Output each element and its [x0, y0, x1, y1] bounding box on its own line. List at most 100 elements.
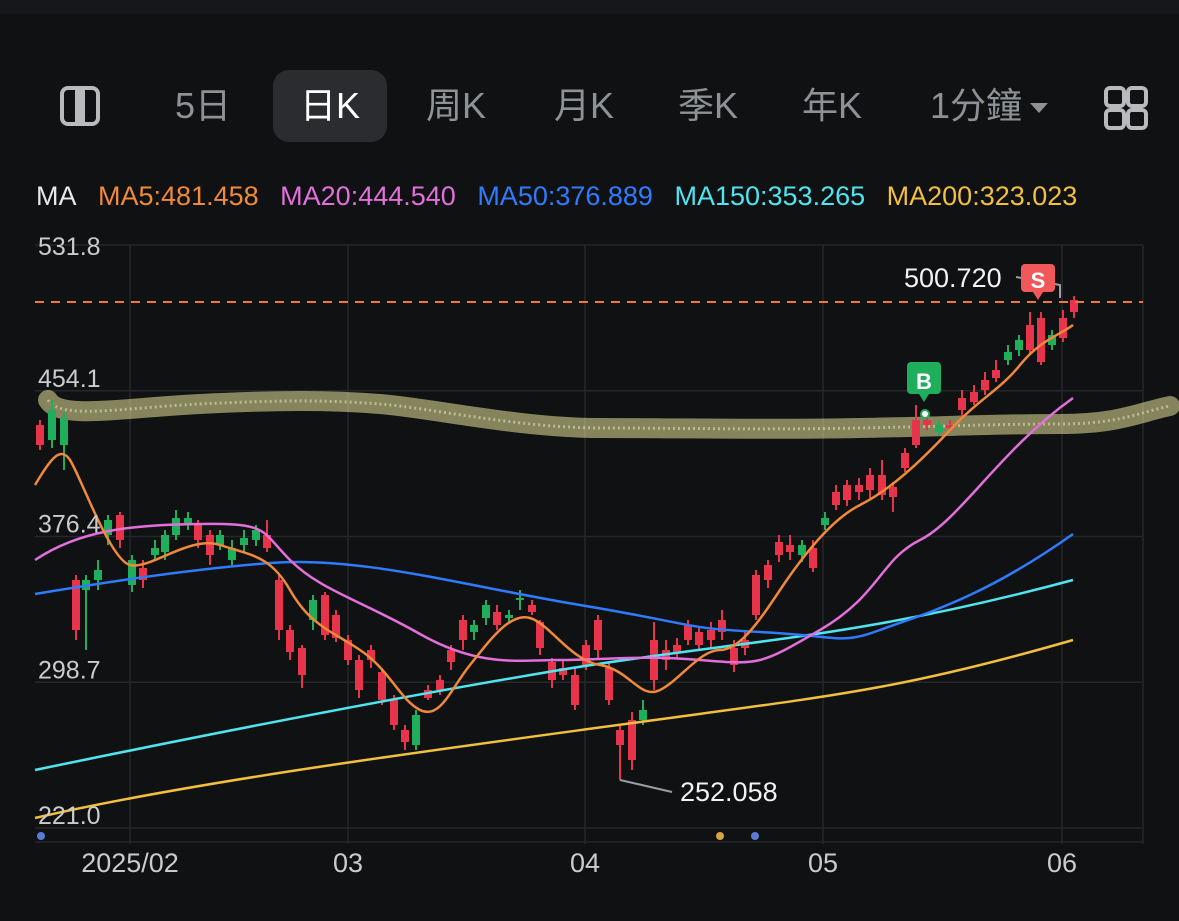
candle-body: [263, 535, 271, 548]
candle-body: [412, 715, 420, 745]
candle-body: [286, 630, 294, 652]
candle-body: [571, 675, 579, 705]
tab-minute[interactable]: 1分鐘: [924, 70, 1054, 142]
x-tick-label: 03: [333, 848, 363, 878]
candle-body: [695, 632, 703, 645]
candle-body: [889, 487, 897, 497]
ma20-value: MA20:444.540: [280, 181, 456, 211]
candle-body: [139, 568, 147, 580]
candle-body: [36, 425, 44, 445]
chevron-down-icon: [1030, 103, 1049, 114]
panel-layout-icon[interactable]: [60, 86, 100, 126]
buy-marker: [907, 362, 941, 402]
candle-body: [206, 535, 214, 555]
y-tick-label: 298.7: [38, 656, 101, 684]
candle-body: [161, 535, 169, 552]
candle-body: [878, 475, 886, 495]
sell-marker-label: S: [1031, 268, 1046, 293]
status-strip: [0, 0, 1179, 14]
candle-body: [1059, 318, 1067, 338]
candle-body: [582, 645, 590, 665]
candle-body: [378, 672, 386, 700]
candle-body: [752, 575, 760, 615]
ma20-line: [34, 396, 1074, 664]
low-price-label: 252.058: [680, 777, 778, 807]
candle-body: [321, 595, 329, 635]
ma150-value: MA150:353.265: [674, 181, 866, 211]
candle-body: [436, 680, 444, 690]
candle-body: [946, 425, 954, 428]
ma50-value: MA50:376.889: [477, 181, 653, 211]
candle-body: [1037, 318, 1045, 362]
candle-body: [628, 720, 636, 760]
chart-grid: [35, 244, 1144, 844]
candle-body: [764, 565, 772, 580]
candle-body: [1004, 352, 1012, 360]
tab-day-k[interactable]: 日K: [273, 70, 387, 142]
candle-body: [786, 545, 794, 552]
candle-body: [866, 475, 874, 490]
candle-body: [240, 538, 248, 545]
axis-labels: 531.8 454.1 376.4 298.7 221.0 2025/02 03 04 05 06: [38, 233, 1077, 878]
candle-body: [116, 515, 124, 540]
candle-body: [1070, 300, 1078, 312]
tab-year-k[interactable]: 年K: [801, 85, 862, 126]
candle-body: [935, 425, 943, 432]
candle-body: [216, 535, 224, 545]
candle-body: [228, 548, 236, 560]
grid-icon[interactable]: [1104, 86, 1148, 130]
tab-minute-label: 1分鐘: [929, 85, 1023, 126]
candle-body: [809, 548, 817, 568]
highlight-stroke: [38, 390, 1179, 439]
x-tick-label: 06: [1047, 848, 1077, 878]
candle-body: [298, 648, 306, 675]
candle-body: [151, 548, 159, 555]
candle-body: [94, 570, 102, 580]
event-dot: [751, 832, 759, 840]
candle-body: [275, 580, 283, 630]
candle-body: [684, 625, 692, 640]
candle-body: [981, 380, 989, 390]
candle-body: [367, 650, 375, 660]
candle-body: [184, 518, 192, 525]
y-tick-label: 221.0: [38, 802, 101, 830]
candle-body: [605, 668, 613, 700]
candle-body: [730, 648, 738, 665]
y-tick-label: 531.8: [38, 233, 101, 261]
ma50-line: [34, 532, 1074, 640]
x-tick-label: 05: [808, 848, 838, 878]
tab-month-k[interactable]: 月K: [553, 85, 614, 126]
candle-body: [470, 625, 478, 632]
tab-quarter-k[interactable]: 季K: [677, 85, 738, 126]
high-price-label: 500.720: [904, 263, 1002, 293]
candle-body: [650, 640, 658, 680]
ma5-value: MA5:481.458: [98, 181, 259, 211]
period-tab-bar: 5日 日K 周K 月K 季K 年K 1分鐘: [0, 70, 1179, 142]
candle-body: [482, 605, 490, 618]
candle-body: [390, 700, 398, 725]
candle-body: [992, 370, 1000, 378]
ma200-value: MA200:323.023: [886, 181, 1078, 211]
candle-body: [459, 620, 467, 640]
candle-body: [447, 650, 455, 662]
y-tick-label: 454.1: [38, 365, 101, 393]
candle-body: [332, 615, 340, 638]
candle-body: [1048, 335, 1056, 345]
candle-body: [104, 520, 112, 535]
tab-5d[interactable]: 5日: [174, 85, 232, 126]
candle-body: [718, 620, 726, 632]
x-tick-label: 04: [570, 848, 600, 878]
candle-body: [616, 730, 624, 745]
candle-body: [923, 420, 931, 425]
candle-body: [970, 392, 978, 402]
candle-body: [594, 620, 602, 650]
candle-body: [252, 530, 260, 540]
candle-body: [309, 600, 317, 620]
candle-body: [493, 612, 501, 625]
moving-average-lines: [33, 324, 1074, 820]
ma5-line: [33, 324, 1074, 714]
candle-body: [128, 560, 136, 585]
tab-week-k[interactable]: 周K: [425, 85, 486, 126]
candle-body: [194, 525, 202, 540]
